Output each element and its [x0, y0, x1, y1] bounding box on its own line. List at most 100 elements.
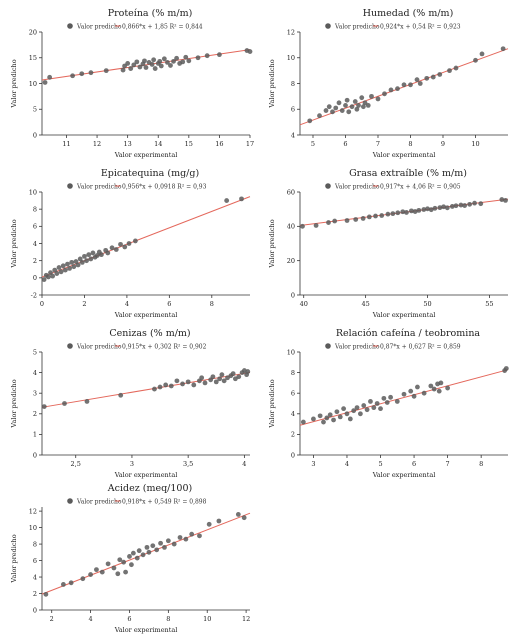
data-point: [42, 80, 48, 85]
data-point: [60, 263, 66, 269]
data-point: [323, 108, 329, 113]
data-point: [157, 384, 163, 390]
chart-svg: Epicatequina (mg/g)Valor predicho 0,956*x…: [10, 168, 251, 319]
x-tick-label: 5: [311, 140, 315, 148]
data-point: [149, 62, 155, 67]
data-point: [368, 399, 373, 404]
data-point: [415, 384, 420, 390]
y-tick-label: 0: [291, 451, 295, 459]
data-point: [321, 419, 326, 425]
legend-label: Valor predicho: [76, 24, 122, 31]
data-point: [354, 106, 360, 112]
data-point: [41, 277, 47, 282]
data-point: [425, 206, 430, 212]
data-point: [388, 87, 394, 93]
data-point: [424, 75, 430, 81]
y-tick-label: 8: [33, 540, 37, 548]
data-point: [70, 73, 75, 79]
data-point: [401, 82, 407, 88]
x-axis-label: Valor experimental: [372, 471, 436, 479]
data-point: [129, 562, 134, 568]
data-point: [375, 96, 381, 102]
data-point: [123, 569, 128, 575]
data-point: [131, 62, 137, 68]
legend-label: Valor predicho: [76, 344, 122, 351]
legend-label: Valor predicho: [334, 344, 380, 351]
data-point: [381, 395, 387, 401]
y-tick-label: 0: [291, 291, 295, 299]
data-point: [409, 208, 414, 214]
y-tick-label: 4: [33, 240, 37, 248]
legend-equation: 0,918*x + 0,549 R² = 0,898: [122, 499, 207, 506]
y-tick-label: 2: [33, 410, 37, 418]
data-point: [247, 49, 253, 54]
chart-cenizas: Cenizas (% m/m) Valor predicho 0,915*x + 0…: [0, 320, 258, 480]
axes: [299, 192, 508, 296]
data-point: [195, 55, 201, 61]
data-point: [379, 213, 385, 218]
x-tick-label: 2: [82, 300, 86, 308]
data-point: [354, 405, 360, 411]
data-point: [180, 381, 185, 387]
data-point: [183, 536, 189, 542]
data-point: [499, 197, 505, 202]
y-tick-label: 40: [287, 223, 295, 231]
x-tick-label: 6: [167, 300, 171, 308]
data-point: [62, 401, 67, 406]
data-point: [118, 241, 123, 247]
data-point: [84, 399, 90, 404]
chart-title: Grasa extraíble (% m/m): [349, 168, 467, 179]
legend-label: Valor predicho: [76, 499, 122, 506]
y-tick-label: 2: [291, 431, 295, 439]
data-point: [352, 99, 358, 104]
data-point: [88, 256, 94, 262]
data-point: [500, 46, 506, 52]
data-point: [94, 567, 99, 573]
data-point: [382, 91, 387, 97]
chart-relacion-cafeina-teobromina: Relación cafeína / teobromina Valor predi…: [258, 320, 516, 480]
x-tick-label: 5: [378, 460, 382, 468]
data-point: [414, 77, 420, 83]
y-tick-label: 5: [33, 106, 37, 114]
x-tick-label: 50: [423, 300, 431, 308]
data-point: [444, 205, 450, 211]
legend-marker: [67, 343, 73, 349]
data-point: [374, 401, 380, 406]
data-point: [150, 543, 156, 549]
y-axis-label: Valor predicho: [10, 219, 18, 268]
axes: [41, 507, 250, 611]
data-point: [134, 59, 140, 65]
data-point: [436, 388, 442, 394]
data-point: [332, 218, 338, 224]
x-tick-label: 8: [210, 300, 214, 308]
data-point: [346, 109, 352, 115]
data-point: [324, 415, 330, 421]
legend-marker: [67, 183, 73, 189]
x-tick-label: 9: [441, 140, 445, 148]
legend-marker: [325, 23, 331, 29]
data-point: [71, 264, 77, 270]
data-point: [428, 383, 434, 389]
y-tick-label: 10: [287, 54, 295, 62]
chart-svg: Cenizas (% m/m)Valor predicho 0,915*x + 0…: [10, 328, 251, 479]
data-point: [186, 58, 192, 64]
data-point: [69, 259, 75, 265]
x-tick-label: 2,5: [71, 460, 81, 468]
x-axis-label: Valor experimental: [372, 151, 436, 159]
data-point: [337, 414, 343, 420]
data-point: [235, 512, 241, 517]
x-tick-label: 15: [185, 140, 193, 148]
x-tick-label: 4: [345, 460, 349, 468]
axes: [41, 192, 250, 296]
axes: [41, 352, 250, 456]
data-point: [171, 541, 177, 547]
x-tick-label: 3: [311, 460, 315, 468]
legend: Valor predicho 0,924*x + 0,54 R² = 0,923: [325, 23, 461, 31]
legend-label: Valor predicho: [334, 184, 380, 191]
data-point: [191, 382, 197, 388]
x-tick-label: 4: [125, 300, 129, 308]
x-tick-label: 0: [40, 300, 44, 308]
data-point: [347, 416, 353, 422]
data-point: [105, 561, 111, 567]
data-point: [221, 378, 227, 384]
